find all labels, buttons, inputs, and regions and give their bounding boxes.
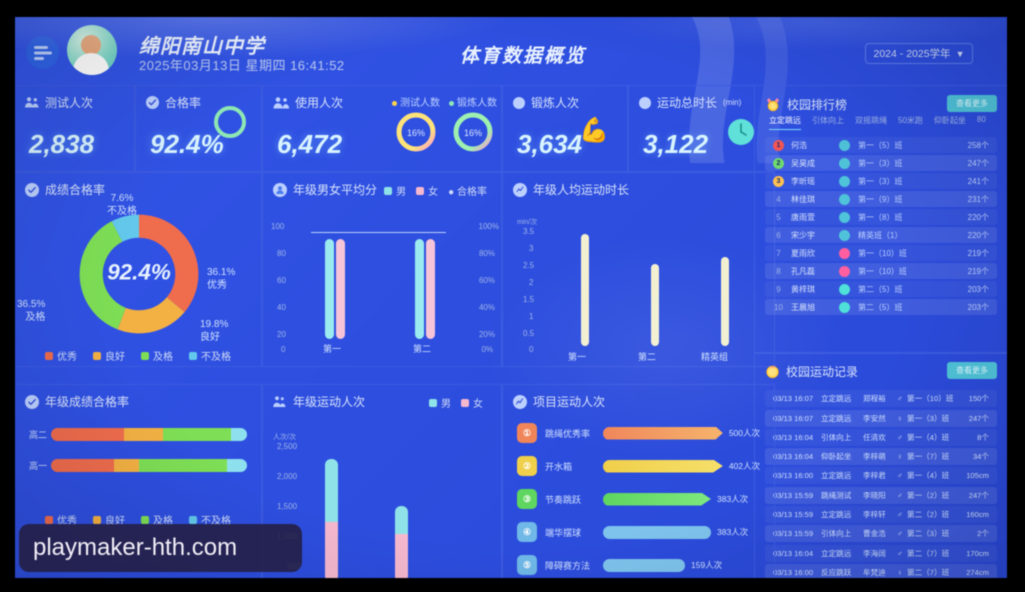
svg-text:92.4%: 92.4% [107,259,171,284]
svg-text:16%: 16% [407,128,425,138]
svg-text:16%: 16% [464,128,482,138]
